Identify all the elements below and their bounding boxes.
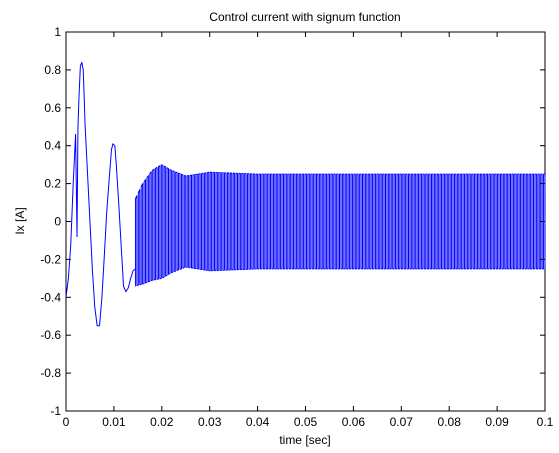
plot-area: 0 0.01 0.02 0.03 0.04 0.05 0.06 0.07 0.08 0.09 0.1… — [40, 25, 553, 429]
y-tick-label: 0 — [54, 215, 61, 229]
y-tick-label: 0.2 — [44, 177, 61, 191]
chart-title: Control current with signum function — [209, 10, 400, 24]
x-tick-label: 0.01 — [102, 415, 126, 429]
y-tick-label: 0.8 — [44, 63, 61, 77]
y-axis-label: Ix [A] — [13, 207, 27, 234]
x-axis-label: time [sec] — [279, 433, 330, 447]
data-line — [65, 61, 546, 327]
y-tick-label: -0.2 — [40, 252, 61, 266]
y-tick-label: -0.8 — [40, 366, 61, 380]
y-tick-label: 0.4 — [44, 139, 61, 153]
x-tick-label: 0.05 — [294, 415, 318, 429]
y-tick-label: -0.6 — [40, 328, 61, 342]
y-ticks: -1 -0.8 -0.6 -0.4 -0.2 0 0.2 0.4 0.6 0.8 1 — [40, 25, 545, 418]
x-ticks: 0 0.01 0.02 0.03 0.04 0.05 0.06 0.07 0.08 0.09 0.1 — [63, 32, 554, 429]
x-tick-label: 0.02 — [150, 415, 174, 429]
x-tick-label: 0 — [63, 415, 70, 429]
x-tick-label: 0.03 — [198, 415, 222, 429]
y-tick-label: -0.4 — [40, 290, 61, 304]
x-tick-label: 0.09 — [485, 415, 509, 429]
x-tick-label: 0.07 — [390, 415, 414, 429]
y-tick-label: -1 — [50, 404, 61, 418]
y-tick-label: 0.6 — [44, 101, 61, 115]
x-tick-label: 0.04 — [246, 415, 270, 429]
y-tick-label: 1 — [54, 25, 61, 39]
x-tick-label: 0.1 — [537, 415, 554, 429]
x-tick-label: 0.06 — [342, 415, 366, 429]
x-tick-label: 0.08 — [438, 415, 462, 429]
